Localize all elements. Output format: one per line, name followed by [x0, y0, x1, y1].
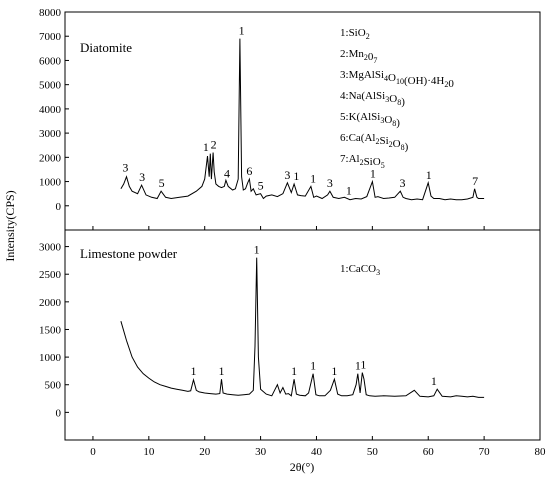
- peak-label: 1: [293, 169, 299, 183]
- peak-label: 4: [224, 167, 230, 181]
- y-tick-label: 5000: [39, 80, 62, 92]
- legend-entry: 3:MgAlSi4O10(OH)·4H20: [340, 69, 454, 90]
- y-tick-label: 0: [56, 201, 62, 213]
- y-axis-label: Intensity(CPS): [3, 190, 17, 261]
- plot-frames: [64, 11, 541, 441]
- legend-entry: 1:SiO2: [340, 27, 370, 41]
- y-tick-label: 3000: [39, 242, 62, 254]
- peak-label: 1: [310, 359, 316, 373]
- x-tick-label: 0: [90, 446, 96, 458]
- panel-title-limestone: Limestone powder: [80, 246, 178, 261]
- legend-diatomite: 1:SiO2 2:Mn207 3:MgAlSi4O10(OH)·4H204:Na(A…: [340, 27, 454, 170]
- x-tick-label: 70: [479, 446, 491, 458]
- peak-label: 5: [159, 176, 165, 190]
- y-tick-label: 6000: [39, 55, 62, 67]
- y-tick-label: 2000: [39, 152, 62, 164]
- y-tick-label: 8000: [39, 7, 62, 19]
- peak-label: 3: [400, 176, 406, 190]
- peak-label: 3: [122, 161, 128, 175]
- panel-diatomite: 0 1000 2000 3000 4000 5000 6000 7000 8000 Diatom…: [39, 7, 485, 213]
- peak-label: 1: [203, 140, 209, 154]
- peak-label: 5: [258, 179, 264, 193]
- legend-entry: 4:Na(AlSi3O8): [340, 90, 405, 108]
- peak-label: 1: [346, 184, 352, 198]
- peak-label: 3: [284, 168, 290, 182]
- plot-frame: [64, 11, 541, 441]
- x-tick-label: 10: [143, 446, 155, 458]
- peak-label: 1: [310, 171, 316, 185]
- peak-label: 1: [218, 364, 224, 378]
- x-tick-label: 20: [199, 446, 211, 458]
- legend-limestone: 1:CaCO3: [340, 263, 380, 277]
- y-tick-label: 7000: [39, 31, 62, 43]
- peak-label: 1: [370, 167, 376, 181]
- series-line-diatomite: [120, 38, 485, 201]
- peak-label: 6: [246, 164, 252, 178]
- x-tick-label: 40: [311, 446, 323, 458]
- legend-entry: 2:Mn207: [340, 48, 377, 65]
- y-tick-label: 2000: [39, 297, 62, 309]
- peak-label: 7: [472, 174, 478, 188]
- panel-limestone: 0 500 1000 1500 2000 2500 3000 Limestone powde…: [39, 242, 485, 419]
- x-axis-label: 2θ(°): [290, 460, 315, 474]
- legend-entry: 6:Ca(Al2Si2O8): [340, 132, 409, 153]
- peak-label: 1: [431, 374, 437, 388]
- x-tick-label: 60: [423, 446, 435, 458]
- series-line-limestone: [120, 257, 485, 398]
- y-tick-label: 1000: [39, 177, 62, 189]
- peak-label: 1: [291, 364, 297, 378]
- y-tick-label: 2500: [39, 269, 62, 281]
- peak-label: 1: [191, 364, 197, 378]
- y-tick-label: 0: [56, 407, 62, 419]
- y-tick-label: 1500: [39, 324, 62, 336]
- x-axis: 0 10 20 30 40 50 60 70 80: [90, 226, 546, 458]
- peak-label: 1: [426, 168, 432, 182]
- x-tick-label: 30: [255, 446, 267, 458]
- y-ticks-limestone: 0 500 1000 1500 2000 2500 3000: [39, 242, 69, 419]
- peak-label: 1: [331, 364, 337, 378]
- peak-labels-limestone: 1 111 1 1 1 11: [191, 243, 437, 389]
- panel-title-diatomite: Diatomite: [80, 40, 132, 55]
- legend-entry: 1:CaCO3: [340, 263, 380, 277]
- y-tick-label: 500: [45, 380, 62, 392]
- x-tick-label: 80: [535, 446, 547, 458]
- legend-entry: 5:K(AlSi3O8): [340, 111, 400, 129]
- peak-label: 2: [211, 137, 217, 151]
- x-tick-label: 50: [367, 446, 379, 458]
- y-tick-label: 3000: [39, 128, 62, 140]
- peak-label: 1: [239, 24, 245, 38]
- peak-label: 1: [254, 243, 260, 257]
- legend-entry: 7:Al2SiO5: [340, 153, 385, 170]
- peak-label: 1: [360, 358, 366, 372]
- y-ticks-diatomite: 0 1000 2000 3000 4000 5000 6000 7000 8000: [39, 7, 69, 213]
- y-tick-label: 4000: [39, 104, 62, 116]
- y-tick-label: 1000: [39, 352, 62, 364]
- peak-label: 1: [355, 359, 361, 373]
- peak-label: 3: [139, 170, 145, 184]
- peak-label: 3: [327, 176, 333, 190]
